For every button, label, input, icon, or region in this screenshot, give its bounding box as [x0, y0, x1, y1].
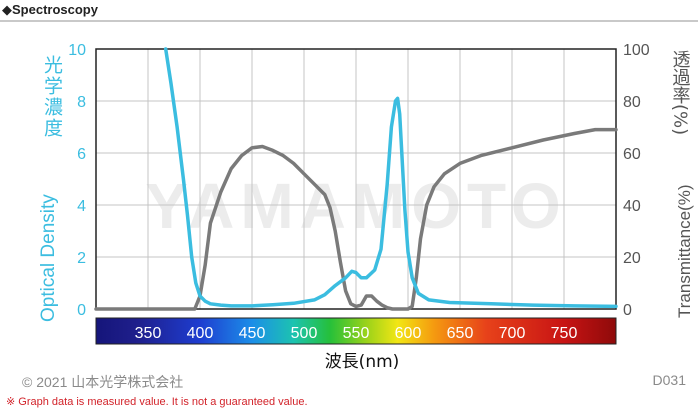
spectrum-label-600: 600 — [395, 325, 422, 342]
spectrum-label-750: 750 — [551, 325, 578, 342]
spectrum-label-500: 500 — [291, 325, 318, 342]
spectrum-label-350: 350 — [135, 325, 162, 342]
optical-density-line — [163, 47, 618, 309]
right-tick-label-1: 20 — [623, 250, 641, 267]
figure-code: D031 — [652, 372, 686, 388]
left-axis-ticks: 0 2 4 6 8 10 — [68, 42, 86, 319]
right-tick-label-3: 60 — [623, 146, 641, 163]
spectrum-label-450: 450 — [239, 325, 266, 342]
spectrum-label-400: 400 — [187, 325, 214, 342]
spectrum-labels: 350 400 450 500 550 600 650 700 750 — [135, 325, 578, 342]
right-tick-label-4: 80 — [623, 94, 641, 111]
copyright: © 2021 山本光学株式会社 — [22, 374, 184, 390]
left-axis-label-jp: 光学濃度 — [41, 55, 63, 139]
header-divider — [0, 20, 698, 22]
spectrum-label-550: 550 — [343, 325, 370, 342]
left-tick-label-5: 10 — [68, 42, 86, 59]
left-tick-label-2: 4 — [77, 198, 86, 215]
right-axis-ticks: 0 20 40 60 80 100 — [623, 42, 650, 319]
disclaimer-note: ※ Graph data is measured value. It is no… — [6, 396, 308, 408]
spectrum-label-700: 700 — [499, 325, 526, 342]
series-layer — [94, 47, 618, 311]
x-axis-label: 波長(nm) — [325, 352, 400, 370]
left-axis-label-en: Optical Density — [38, 194, 59, 322]
grid — [96, 48, 616, 310]
right-tick-label-0: 0 — [623, 302, 632, 319]
left-tick-label-3: 6 — [77, 146, 86, 163]
left-tick-label-1: 2 — [77, 250, 86, 267]
spectrum-label-650: 650 — [447, 325, 474, 342]
right-axis-label-jp: 透過率(%) — [670, 50, 691, 135]
plot-frame — [95, 48, 617, 310]
spectrum-bar — [95, 317, 617, 345]
right-axis-label-en: Transmittance(%) — [675, 184, 694, 318]
left-tick-label-0: 0 — [77, 302, 86, 319]
right-tick-label-5: 100 — [623, 42, 650, 59]
left-tick-label-4: 8 — [77, 94, 86, 111]
transmittance-line — [94, 127, 618, 311]
section-header: ◆Spectroscopy — [0, 0, 698, 22]
section-title: ◆Spectroscopy — [2, 2, 98, 17]
right-tick-label-2: 40 — [623, 198, 641, 215]
